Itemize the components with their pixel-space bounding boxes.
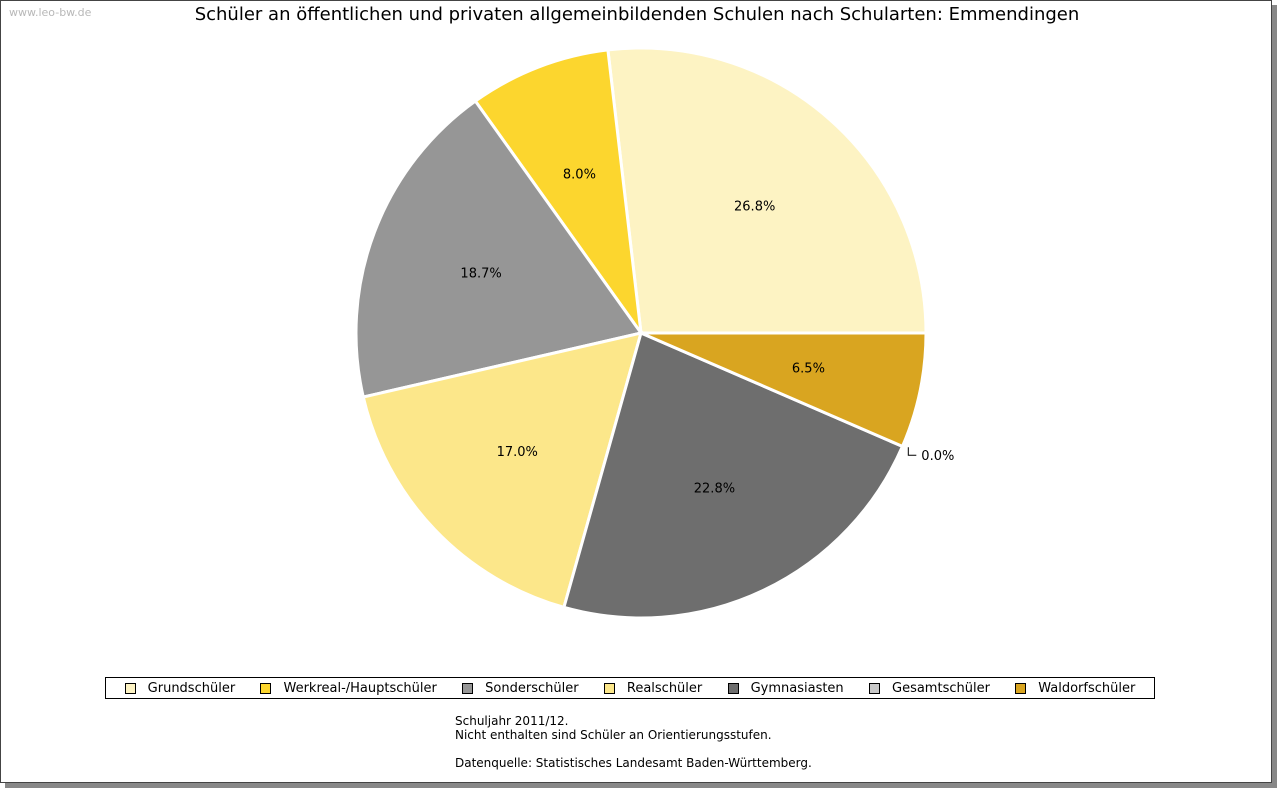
legend-label: Gymnasiasten bbox=[750, 680, 844, 696]
legend-swatch bbox=[603, 682, 615, 694]
legend-item-gesamtsch-ler: Gesamtschüler bbox=[869, 681, 990, 696]
chart-title: Schüler an öffentlichen und privaten all… bbox=[194, 4, 1080, 25]
legend-swatch bbox=[869, 682, 880, 694]
pie-slice-sondersch-ler bbox=[354, 98, 644, 399]
slice-label-waldorfsch-ler: 6.5% bbox=[792, 362, 825, 377]
slice-label-gymnasiasten: 22.8% bbox=[694, 481, 735, 496]
legend-swatch bbox=[1015, 682, 1027, 694]
legend-item-gymnasiasten: Gymnasiasten bbox=[727, 680, 844, 696]
pie-slice-gymnasiasten bbox=[562, 330, 905, 620]
legend-swatch bbox=[727, 682, 739, 694]
note-school-year: Schuljahr 2011/12. bbox=[455, 714, 569, 728]
note-exclusion: Nicht enthalten sind Schüler an Orientie… bbox=[455, 728, 772, 742]
slice-label-sondersch-ler: 18.7% bbox=[460, 266, 501, 281]
legend-label: Waldorfschüler bbox=[1038, 680, 1136, 696]
slice-label-realsch-ler: 17.0% bbox=[497, 445, 538, 460]
data-source: Datenquelle: Statistisches Landesamt Bad… bbox=[455, 756, 812, 770]
legend-label: Realschüler bbox=[626, 680, 703, 696]
slice-label-werkreal-hauptsch-ler: 8.0% bbox=[563, 167, 596, 182]
legend: Grundschüler Werkreal-/Hauptschüler Sonder… bbox=[105, 677, 1155, 699]
legend-item-sondersch-ler: Sonderschüler bbox=[462, 680, 579, 696]
legend-swatch bbox=[260, 682, 272, 694]
leader-line-gesamtsch-ler bbox=[907, 447, 917, 456]
legend-label: Sonderschüler bbox=[485, 680, 579, 696]
legend-item-werkreal-hauptsch-ler: Werkreal-/Hauptschüler bbox=[260, 680, 437, 696]
pie-chart: 26.8% 8.0% 18.7% 17.0% 22.8% 0.0% 6.5% bbox=[354, 46, 954, 620]
pie-slice-waldorfsch-ler bbox=[640, 331, 928, 449]
slice-label-grundsch-ler: 26.8% bbox=[734, 199, 775, 214]
legend-swatch bbox=[462, 682, 474, 694]
legend-label: Grundschüler bbox=[147, 680, 236, 696]
legend-label: Werkreal-/Hauptschüler bbox=[283, 680, 437, 696]
chart-notes: Schuljahr 2011/12. Nicht enthalten sind … bbox=[455, 714, 812, 770]
legend-item-waldorfsch-ler: Waldorfschüler bbox=[1015, 681, 1135, 696]
pie-slice-grundsch-ler bbox=[606, 46, 928, 335]
slice-label-gesamtsch-ler: 0.0% bbox=[921, 449, 954, 464]
legend-label: Gesamtschüler bbox=[892, 680, 990, 696]
legend-item-grundsch-ler: Grundschüler bbox=[124, 680, 236, 696]
legend-swatch bbox=[124, 682, 136, 694]
legend-item-realsch-ler: Realschüler bbox=[603, 680, 703, 696]
watermark: www.leo-bw.de bbox=[9, 6, 92, 19]
pie-slice-werkreal-hauptsch-ler bbox=[473, 48, 643, 334]
pie-slice-realsch-ler bbox=[361, 330, 644, 610]
